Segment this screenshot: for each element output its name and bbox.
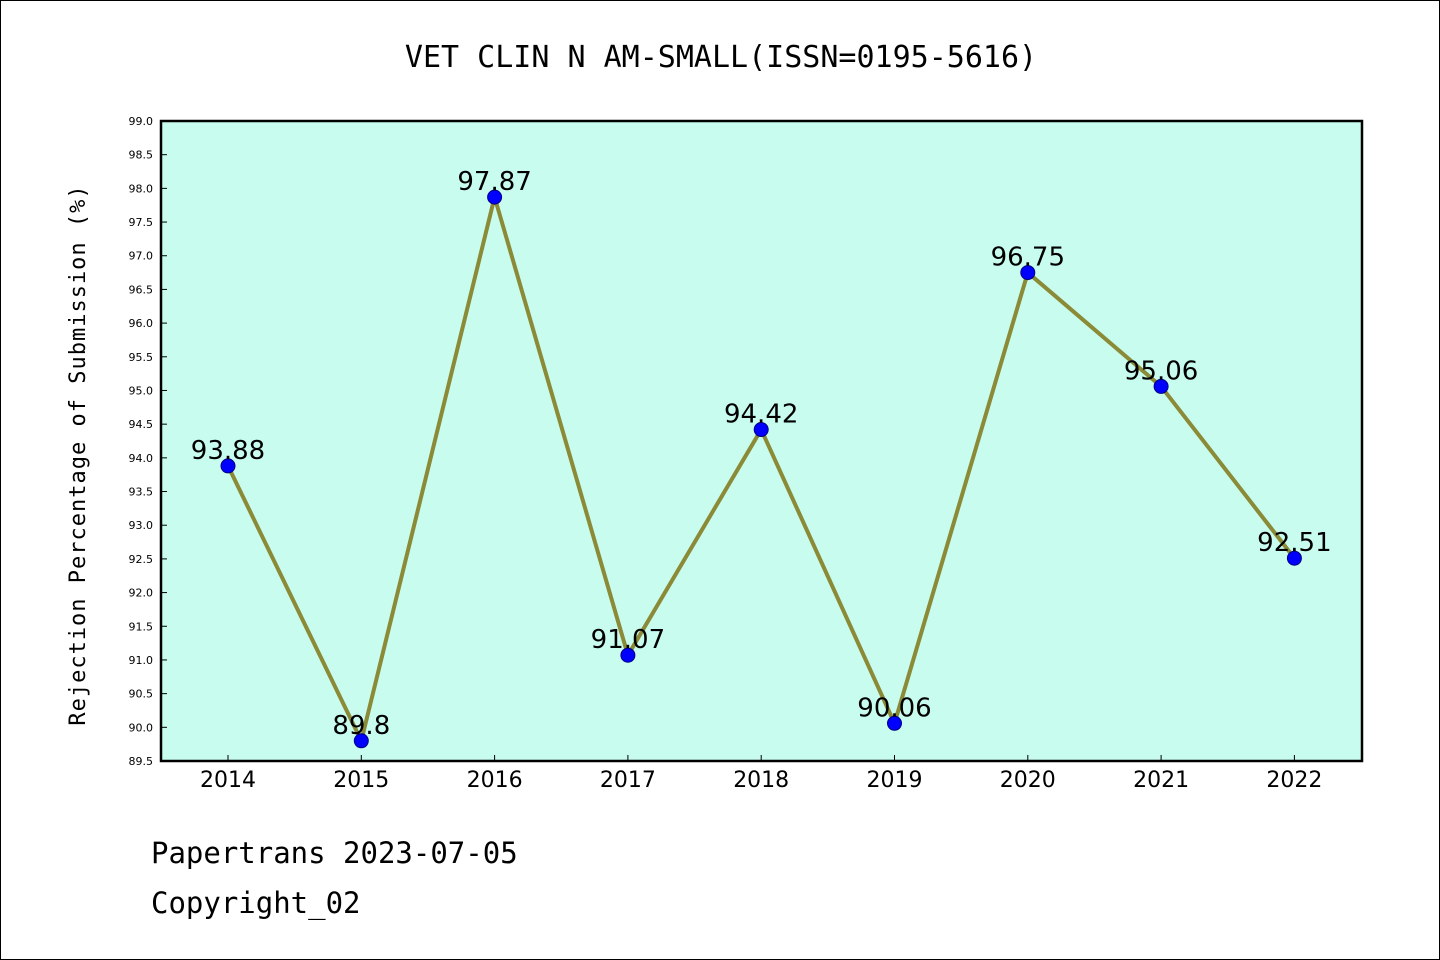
data-point (487, 189, 503, 205)
data-label: 97.87 (457, 167, 531, 197)
data-label: 90.06 (857, 693, 931, 723)
data-point (220, 458, 236, 474)
footer-date: Papertrans 2023-07-05 (151, 836, 518, 870)
x-tick-label: 2018 (733, 768, 789, 793)
x-tick-label: 2021 (1133, 768, 1189, 793)
y-tick-label: 98.5 (129, 149, 154, 162)
x-tick-label: 2017 (600, 768, 656, 793)
data-point (353, 733, 369, 749)
x-tick-label: 2019 (867, 768, 923, 793)
data-label: 91.07 (591, 625, 665, 655)
y-tick-label: 96.0 (129, 317, 154, 330)
y-axis-ticks: 89.5 90.0 90.5 91.0 91.5 92.0 92.5 93.0 93.5 94.0… (129, 115, 167, 768)
data-label: 93.88 (191, 436, 265, 466)
y-tick-label: 98.0 (129, 182, 154, 195)
chart-title: VET CLIN N AM-SMALL(ISSN=0195-5616) (405, 40, 1037, 75)
x-tick-label: 2022 (1266, 768, 1322, 793)
data-point (887, 715, 902, 731)
data-point (1020, 265, 1036, 281)
data-label: 96.75 (991, 243, 1065, 273)
y-tick-label: 95.5 (129, 351, 154, 364)
y-tick-label: 95.0 (129, 384, 154, 397)
y-tick-label: 94.5 (129, 418, 154, 431)
y-tick-label: 93.0 (129, 519, 154, 532)
data-label: 94.42 (724, 400, 798, 430)
data-label: 89.8 (332, 711, 390, 741)
plot-area (161, 121, 1362, 761)
y-tick-label: 90.0 (129, 721, 154, 734)
data-label: 92.51 (1257, 528, 1331, 558)
y-tick-label: 89.5 (129, 755, 154, 768)
y-tick-label: 92.5 (129, 553, 154, 566)
x-tick-label: 2020 (1000, 768, 1056, 793)
y-tick-label: 94.0 (129, 452, 154, 465)
data-point (1153, 378, 1169, 394)
plot-frame (159, 119, 1364, 763)
y-tick-label: 97.0 (129, 250, 154, 263)
data-labels: 93.88 89.8 97.87 91.07 94.42 90.06 96.75 95.06 9… (191, 167, 1332, 741)
footer-copyright: Copyright_02 (151, 886, 361, 920)
y-tick-label: 93.5 (129, 486, 154, 499)
data-points (220, 189, 1302, 749)
data-point (1286, 550, 1302, 566)
data-point (753, 422, 769, 438)
y-tick-label: 96.5 (129, 283, 154, 296)
y-tick-label: 92.0 (129, 587, 154, 600)
y-tick-label: 90.5 (129, 688, 154, 701)
y-tick-label: 91.0 (129, 654, 154, 667)
x-tick-label: 2016 (467, 768, 523, 793)
data-point (620, 647, 636, 663)
y-axis-label: Rejection Percentage of Submission (%) (66, 184, 91, 725)
data-label: 95.06 (1124, 356, 1198, 386)
y-tick-label: 91.5 (129, 620, 154, 633)
x-axis-ticks: 2014 2015 2016 2017 2018 2019 2020 2021 2022 (200, 755, 1322, 793)
x-tick-label: 2014 (200, 768, 256, 793)
y-tick-label: 99.0 (129, 115, 154, 128)
x-tick-label: 2015 (333, 768, 389, 793)
y-tick-label: 97.5 (129, 216, 154, 229)
